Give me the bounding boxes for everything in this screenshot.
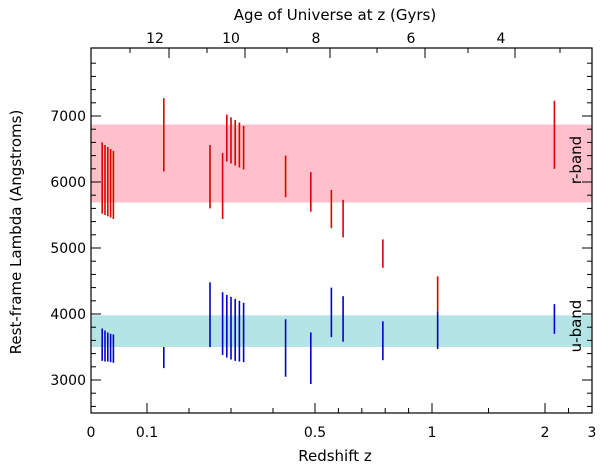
band-r-band (91, 124, 592, 203)
y-tick-label: 4000 (50, 307, 86, 323)
band-label-u: u-band (567, 300, 585, 353)
top-tick-label: 10 (222, 31, 240, 47)
x-tick-label: 0.1 (136, 425, 158, 441)
top-tick-label: 12 (146, 31, 164, 47)
y-tick-label: 3000 (50, 373, 86, 389)
y-axis-title: Rest-frame Lambda (Angstroms) (7, 110, 25, 355)
y-tick-label: 7000 (50, 109, 86, 125)
top-tick-label: 4 (497, 31, 506, 47)
x-axis-title: Redshift z (298, 447, 372, 465)
x-tick-label: 2 (541, 425, 550, 441)
x-tick-label: 0.5 (304, 425, 326, 441)
y-tick-label: 6000 (50, 175, 86, 191)
y-tick-label: 5000 (50, 241, 86, 257)
x-tick-label: 0 (87, 425, 96, 441)
top-tick-label: 8 (312, 31, 321, 47)
segments-layer (101, 98, 556, 384)
top-tick-label: 6 (407, 31, 416, 47)
plot-frame (90, 47, 593, 414)
top-axis-title: Age of Universe at z (Gyrs) (234, 6, 436, 24)
x-tick-label: 1 (428, 425, 437, 441)
x-tick-label: 3 (588, 425, 597, 441)
band-label-r: r-band (567, 136, 585, 184)
band-u-band (91, 315, 592, 347)
band-rects (91, 124, 592, 347)
